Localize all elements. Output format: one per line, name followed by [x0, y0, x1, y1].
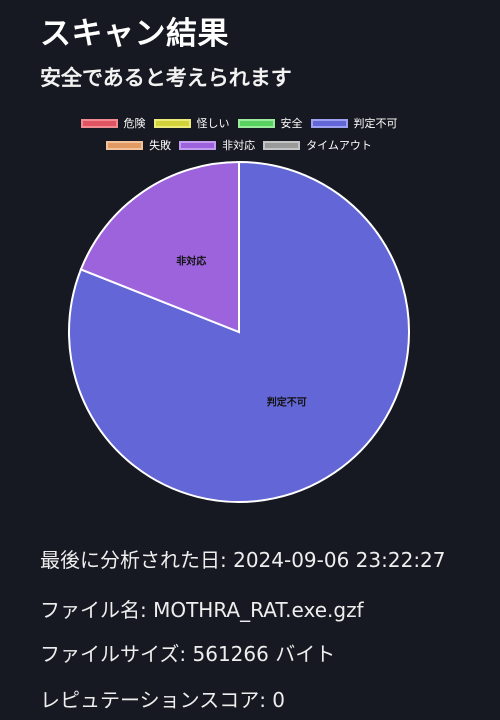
legend-swatch-suspicious [154, 119, 191, 128]
reputation-score: レピュテーションスコア: 0 [40, 684, 285, 713]
legend-swatch-safe [238, 119, 275, 128]
legend-item-undetermined[interactable]: 判定不可 [311, 115, 398, 131]
legend-swatch-undetermined [311, 119, 348, 128]
last-analyzed-date: 最後に分析された日: 2024-09-06 23:22:27 [40, 544, 446, 573]
file-size: ファイルサイズ: 561266 バイト [40, 638, 335, 667]
legend-swatch-unsupported [179, 141, 216, 150]
legend-item-suspicious[interactable]: 怪しい [154, 115, 230, 131]
scan-result-pie-chart[interactable]: 判定不可 非対応 [0, 150, 480, 510]
legend-label-safe: 安全 [281, 115, 303, 131]
legend-item-danger[interactable]: 危険 [81, 115, 146, 131]
legend-swatch-timeout [263, 141, 300, 150]
legend-swatch-danger [81, 119, 118, 128]
pie-label-1: 非対応 [176, 255, 206, 268]
legend-row-1: 危険 怪しい 安全 判定不可 [0, 116, 478, 130]
legend-label-suspicious: 怪しい [197, 115, 230, 131]
legend-label-undetermined: 判定不可 [354, 115, 398, 131]
legend-item-safe[interactable]: 安全 [238, 115, 303, 131]
page-title: スキャン結果 [40, 8, 229, 53]
legend-label-danger: 危険 [124, 115, 146, 131]
legend-swatch-failed [106, 141, 143, 150]
file-name: ファイル名: MOTHRA_RAT.exe.gzf [40, 594, 364, 623]
verdict-subtitle: 安全であると考えられます [40, 62, 292, 92]
pie-label-0: 判定不可 [267, 395, 307, 408]
